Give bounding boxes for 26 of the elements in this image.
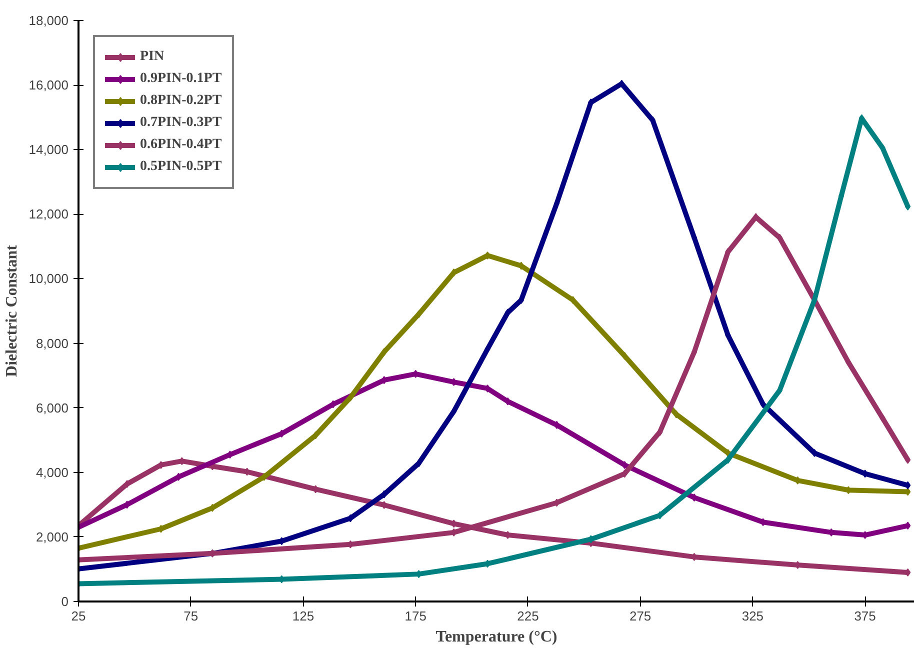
y-tick-label: 6,000 (36, 400, 69, 416)
legend-label: 0.7PIN-0.3PT (140, 115, 222, 131)
x-tick-label: 325 (742, 608, 764, 624)
x-tick-label: 25 (71, 608, 86, 624)
y-tick-label: 8,000 (36, 336, 69, 351)
legend-label: 0.9PIN-0.1PT (140, 71, 222, 87)
y-tick-label: 10,000 (28, 271, 69, 286)
y-tick-label: 18,000 (28, 13, 69, 28)
legend-label: 0.8PIN-0.2PT (140, 93, 222, 109)
legend-label: PIN (140, 49, 164, 65)
y-tick-label: 14,000 (28, 142, 69, 158)
legend-label: 0.6PIN-0.4PT (140, 137, 222, 153)
x-tick-label: 275 (629, 608, 652, 624)
y-tick-label: 16,000 (28, 78, 69, 93)
y-tick-label: 2,000 (36, 529, 69, 544)
y-axis-title: Dielectric Constant (4, 244, 21, 377)
x-tick-label: 375 (854, 608, 876, 624)
y-tick-label: 0 (61, 594, 69, 609)
x-axis-title: Temperature (°C) (436, 628, 558, 646)
x-tick-label: 225 (517, 608, 539, 624)
x-tick-label: 175 (404, 608, 426, 624)
x-tick-label: 125 (292, 608, 314, 624)
y-tick-label: 4,000 (36, 464, 69, 480)
legend-label: 0.5PIN-0.5PT (140, 159, 222, 175)
x-tick-label: 75 (184, 608, 198, 624)
y-tick-label: 12,000 (28, 206, 69, 222)
